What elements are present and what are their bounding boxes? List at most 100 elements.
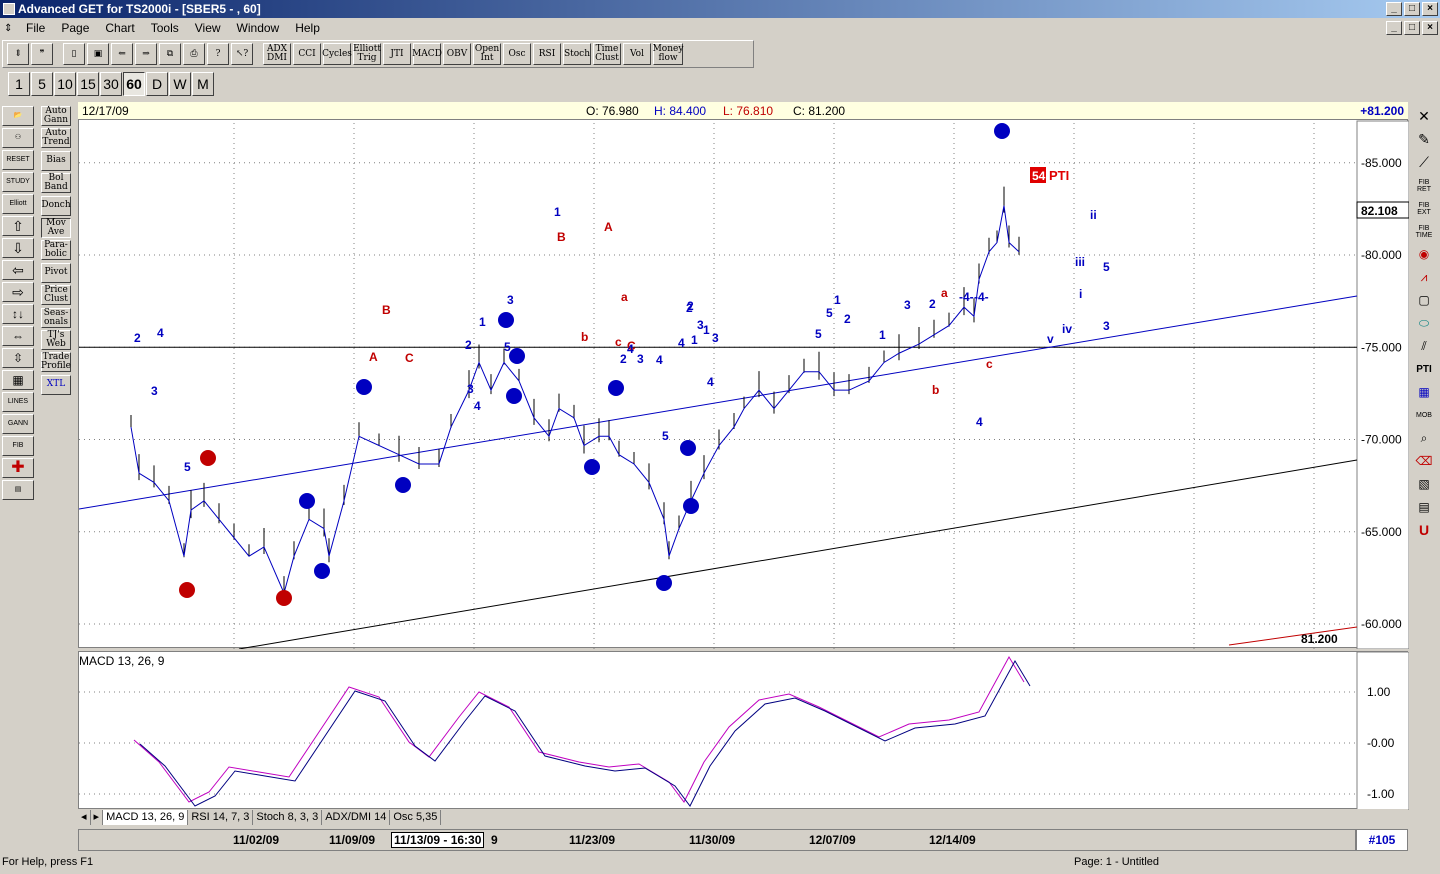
arrow-left-icon[interactable]: ⇦ [2,260,34,280]
menu-file[interactable]: File [26,21,46,35]
reset-button[interactable]: RESET [2,150,34,170]
new-page-icon[interactable]: ▯ [63,43,85,65]
pti-button[interactable]: PTI [1413,359,1435,380]
mdi-minimize-button[interactable]: _ [1386,21,1402,35]
tf-10-button[interactable]: 10 [54,72,76,96]
tf-5-button[interactable]: 5 [31,72,53,96]
tab-adx-dmi[interactable]: ADX/DMI 14 [322,809,391,825]
tb-cycles-button[interactable]: Cycles [322,43,352,65]
xtl-button[interactable]: XTL [41,374,71,395]
fan-icon[interactable]: ⩘ [1413,267,1435,288]
parabolic-button[interactable]: Para-bolic [41,240,71,261]
tb-money-flow-button[interactable]: Money flow [652,43,684,65]
tb-cci-button[interactable]: CCI [293,43,321,65]
folder-icon[interactable]: 📂 [2,106,34,126]
minimize-button[interactable]: _ [1386,2,1402,16]
fib-ret-button[interactable]: FIB RET [1413,175,1435,196]
arrow-right-icon[interactable]: ⇨ [2,282,34,302]
expand-icon[interactable]: ⇔ [2,326,34,346]
help-icon[interactable]: ? [207,43,229,65]
menu-help[interactable]: Help [295,21,320,35]
mov-ave-button[interactable]: Mov Ave [41,217,71,238]
menu-window[interactable]: Window [236,21,280,35]
tf-w-button[interactable]: W [169,72,191,96]
bol-band-button[interactable]: Bol Band [41,173,71,194]
tab-stoch[interactable]: Stoch 8, 3, 3 [253,809,323,825]
mdi-close-button[interactable]: × [1422,21,1438,35]
tf-m-button[interactable]: M [192,72,214,96]
doc-icon[interactable]: ⇕ [4,22,13,34]
close-x-icon[interactable]: ✕ [1413,106,1435,127]
maximize-button[interactable]: □ [1404,2,1420,16]
crosshair-icon[interactable]: ✚ [2,458,34,478]
tb-stoch-button[interactable]: Stoch [563,43,591,65]
channel-icon[interactable]: ⫽ [1413,336,1435,357]
trade-profile-button[interactable]: Trade Profile [41,352,71,373]
tb-open-int-button[interactable]: Open Int [473,43,501,65]
donch-button[interactable]: Donch [41,195,71,216]
bias-button[interactable]: Bias [41,150,71,171]
close-button[interactable]: × [1422,2,1438,16]
tab-osc[interactable]: Osc 5,35 [390,809,442,825]
tb-macd-button[interactable]: MACD [412,43,442,65]
elliott-button[interactable]: Elliott [2,194,34,214]
tab-scroll-left[interactable]: ◂ [78,809,91,825]
ellipse-icon[interactable]: ⬭ [1413,313,1435,334]
price-clust-button[interactable]: Price Clust [41,285,71,306]
copy-icon[interactable]: ⧉ [159,43,181,65]
menu-page[interactable]: Page [61,21,90,35]
tab-rsi[interactable]: RSI 14, 7, 3 [188,809,254,825]
tb-elliott-trig-button[interactable]: Elliott Trig [353,43,381,65]
mdi-restore-button[interactable]: □ [1404,21,1420,35]
auto-gann-button[interactable]: Auto Gann [41,106,71,126]
seasonals-button[interactable]: Seas-onals [41,307,71,328]
menu-view[interactable]: View [194,21,221,35]
pages-icon[interactable]: ▤ [1413,497,1435,518]
auto-trend-button[interactable]: Auto Trend [41,128,71,149]
print-icon[interactable]: ⎙ [183,43,205,65]
tb-vol-button[interactable]: Vol [623,43,651,65]
overlay-icon[interactable]: ▧ [1413,474,1435,495]
compress-icon[interactable]: ↕↓ [2,304,34,324]
tb-time-clust-button[interactable]: Time Clust [593,43,621,65]
properties-icon[interactable]: ▤ [2,480,34,500]
arrow-down-icon[interactable]: ⇩ [2,238,34,258]
gann-button[interactable]: GANN [2,414,34,434]
scale-icon[interactable]: ⇳ [2,348,34,368]
tb-rsi-button[interactable]: RSI [533,43,561,65]
group-icon[interactable]: ⚇ [2,128,34,148]
quote-icon[interactable]: ❞ [31,43,53,65]
fib-button[interactable]: FIB [2,436,34,456]
eraser-icon[interactable]: ⌫ [1413,451,1435,472]
tf-15-button[interactable]: 15 [77,72,99,96]
menu-chart[interactable]: Chart [105,21,135,35]
menu-tools[interactable]: Tools [150,21,179,35]
pencil-icon[interactable]: ✎ [1413,129,1435,150]
tab-scroll-right[interactable]: ▸ [91,809,104,825]
lines-button[interactable]: LINES [2,392,34,412]
tf-1-button[interactable]: 1 [8,72,30,96]
tf-d-button[interactable]: D [146,72,168,96]
u-icon[interactable]: U [1413,520,1435,541]
macd-pane[interactable]: 1.00 -0.00 -1.00 MACD 13, 26, 9 [78,651,1410,811]
fib-time-button[interactable]: FIB TIME [1413,221,1435,242]
forward-icon[interactable]: ⇒ [135,43,157,65]
table-icon[interactable]: ▦ [1413,382,1435,403]
back-icon[interactable]: ⇐ [111,43,133,65]
price-chart[interactable]: -85.000 -80.000 -75.000 -70.000 -65.000 -60.0… [78,102,1410,650]
tf-60-button[interactable]: 60 [123,72,145,96]
box-icon[interactable]: ▢ [1413,290,1435,311]
context-help-icon[interactable]: ↖? [231,43,253,65]
tb-obv-button[interactable]: OBV [443,43,471,65]
study-button[interactable]: STUDY [2,172,34,192]
save-icon[interactable]: ▣ [87,43,109,65]
pivot-button[interactable]: Pivot [41,262,71,283]
tb-jti-button[interactable]: JTI [383,43,411,65]
tab-macd[interactable]: MACD 13, 26, 9 [103,809,189,825]
zoom-icon[interactable]: ⌕ [1413,428,1435,449]
tb-osc-button[interactable]: Osc [503,43,531,65]
tf-30-button[interactable]: 30 [100,72,122,96]
cursor-icon[interactable]: ⇕ [7,43,29,65]
mob-button[interactable]: MOB [1413,405,1435,426]
trend-line-icon[interactable]: ⟋ [1413,152,1435,173]
